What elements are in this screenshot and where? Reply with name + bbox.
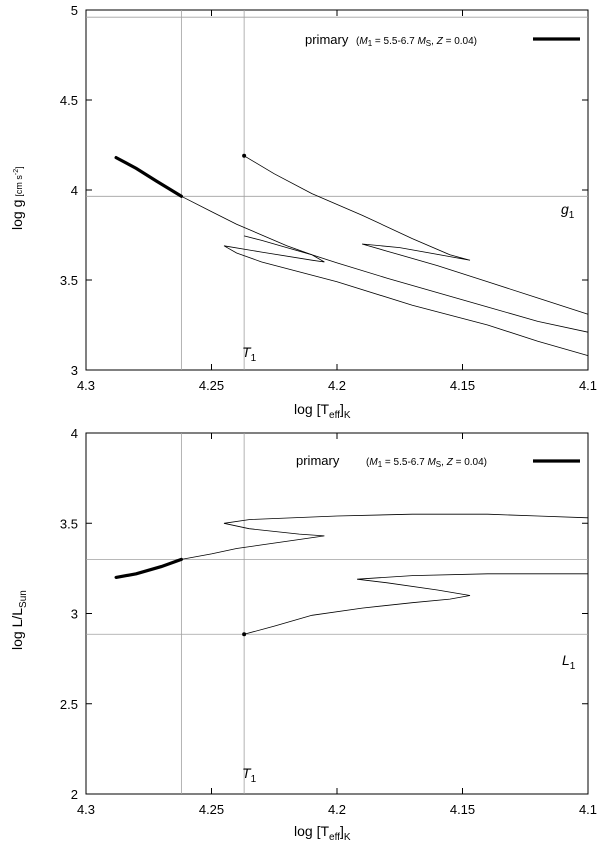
tick-group: 4.3 4.25 4.2 4.15 4.1 2 2.5 3 3.5 4 [60, 426, 597, 817]
legend-label: primary [296, 453, 340, 468]
y-tick-label: 2 [71, 787, 78, 802]
primary-track [114, 557, 247, 637]
annotation-L1: L1 [562, 652, 576, 672]
legend: primary (M1 = 5.5-6.7 MS, Z = 0.04) [305, 32, 580, 48]
reference-lines [86, 433, 588, 794]
legend-detail: (M1 = 5.5-6.7 MS, Z = 0.04) [366, 457, 487, 469]
track-start-dot [242, 153, 247, 158]
track-start-dot [242, 632, 247, 637]
panel-bottom-logL: 4.3 4.25 4.2 4.15 4.1 2 2.5 3 3.5 4 primary (M1 =… [9, 426, 597, 843]
series-track-loop-1 [223, 235, 589, 356]
y-tick-label: 5 [71, 3, 78, 18]
x-tick-label: 4.2 [328, 378, 346, 393]
x-tick-label: 4.1 [579, 802, 597, 817]
x-tick-label: 4.3 [77, 802, 95, 817]
x-tick-label: 4.25 [199, 378, 224, 393]
x-tick-label: 4.1 [579, 378, 597, 393]
y-axis-label: log L/LSun [9, 590, 29, 650]
series-track-main [181, 195, 589, 333]
series-primary [114, 156, 183, 198]
x-tick-label: 4.25 [199, 802, 224, 817]
panel-top-logg: 4.3 4.25 4.2 4.15 4.1 3 3.5 4 4.5 5 primary (M1 =… [9, 3, 597, 421]
x-axis-label: log [Teff]K [294, 401, 351, 421]
y-tick-label: 3.5 [60, 273, 78, 288]
plot-frame [85, 432, 589, 795]
annotation-T1: T1 [242, 765, 257, 785]
y-tick-label: 3 [71, 607, 78, 622]
series-track-lower [243, 573, 588, 635]
x-axis-label: log [Teff]K [294, 823, 351, 843]
y-tick-label: 3 [71, 363, 78, 378]
y-tick-label: 3.5 [60, 516, 78, 531]
series-track-upper [181, 513, 589, 560]
y-tick-label: 2.5 [60, 697, 78, 712]
annotation-T1: T1 [242, 344, 257, 364]
evolutionary-tracks [181, 513, 589, 635]
legend: primary (M1 = 5.5-6.7 MS, Z = 0.04) [296, 453, 580, 469]
tick-group: 4.3 4.25 4.2 4.15 4.1 3 3.5 4 4.5 5 [60, 3, 597, 393]
y-tick-label: 4 [71, 183, 78, 198]
x-tick-label: 4.2 [328, 802, 346, 817]
x-tick-label: 4.3 [77, 378, 95, 393]
x-tick-label: 4.15 [450, 802, 475, 817]
primary-track [114, 153, 247, 198]
reference-lines [86, 10, 588, 370]
y-tick-label: 4.5 [60, 93, 78, 108]
legend-detail: (M1 = 5.5-6.7 MS, Z = 0.04) [356, 36, 477, 48]
x-tick-label: 4.15 [450, 378, 475, 393]
plot-frame [85, 9, 589, 371]
annotation-g1: g1 [561, 201, 575, 221]
series-primary [114, 557, 183, 580]
series-track-loop-2 [243, 155, 589, 315]
legend-label: primary [305, 32, 349, 47]
evolutionary-tracks [181, 155, 589, 356]
y-axis-label: log g[cm s-2] [9, 166, 25, 230]
y-tick-label: 4 [71, 426, 78, 441]
